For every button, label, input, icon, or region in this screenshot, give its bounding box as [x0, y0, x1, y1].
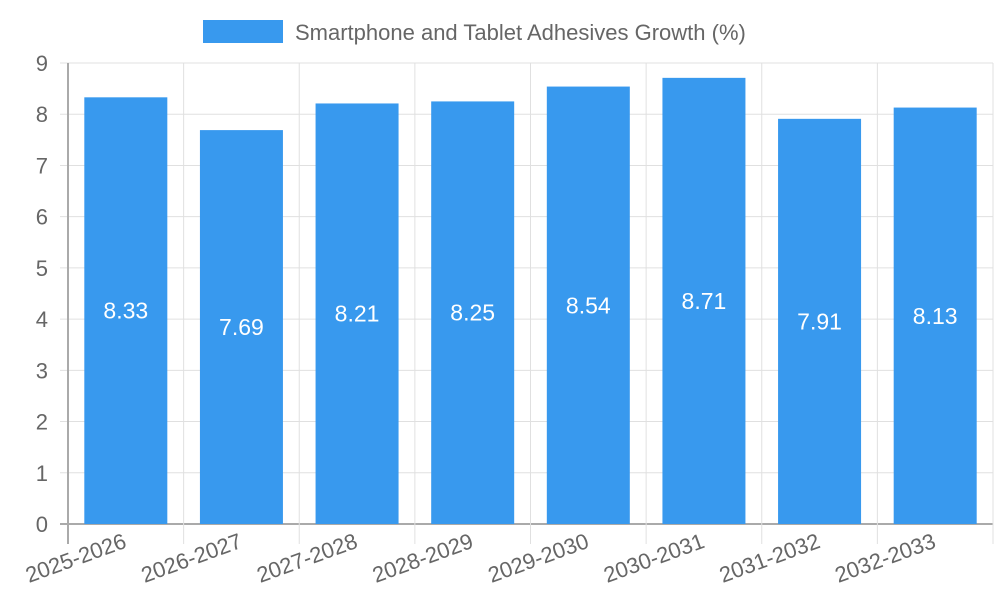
legend[interactable]: Smartphone and Tablet Adhesives Growth (…	[203, 20, 746, 45]
y-tick-label: 4	[36, 307, 48, 332]
x-tick-label: 2028-2029	[369, 528, 476, 587]
bar	[778, 118, 862, 525]
y-tick-label: 2	[36, 410, 48, 435]
bar-value-label: 8.25	[450, 300, 495, 326]
bar	[662, 77, 746, 525]
x-tick-label: 2027-2028	[253, 528, 360, 587]
legend-swatch	[203, 20, 283, 43]
bar	[431, 101, 515, 525]
x-tick-label: 2030-2031	[600, 528, 707, 587]
bar	[546, 86, 630, 524]
y-tick-label: 9	[36, 51, 48, 76]
y-tick-label: 3	[36, 358, 48, 383]
y-tick-label: 0	[36, 512, 48, 537]
y-tick-label: 6	[36, 205, 48, 230]
y-tick-label: 5	[36, 256, 48, 281]
x-tick-label: 2026-2027	[138, 528, 245, 587]
bar-value-label: 8.13	[913, 303, 958, 329]
y-tick-label: 7	[36, 153, 48, 178]
bars	[84, 77, 977, 525]
bar-value-label: 7.91	[797, 308, 842, 334]
x-tick-label: 2032-2033	[831, 528, 938, 587]
legend-label: Smartphone and Tablet Adhesives Growth (…	[295, 20, 746, 45]
y-tick-label: 1	[36, 461, 48, 486]
x-tick-label: 2029-2030	[485, 528, 592, 587]
bar	[84, 97, 168, 525]
y-tick-label: 8	[36, 102, 48, 127]
bar	[893, 107, 977, 525]
bar-value-label: 8.21	[335, 301, 380, 327]
bar-value-label: 8.33	[103, 298, 148, 324]
bar	[315, 103, 399, 525]
x-tick-label: 2025-2026	[22, 528, 129, 587]
bar	[199, 130, 283, 524]
x-tick-label: 2031-2032	[716, 528, 823, 587]
bar-value-label: 8.54	[566, 292, 611, 318]
bar-value-label: 7.69	[219, 314, 264, 340]
bar-value-label: 8.71	[682, 288, 727, 314]
